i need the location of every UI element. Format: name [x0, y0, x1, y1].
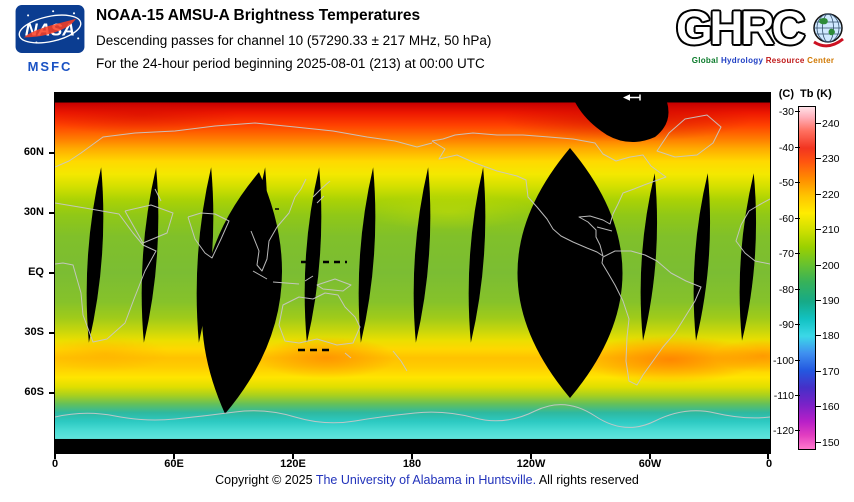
colorbar-celsius-label: -80 [756, 284, 800, 296]
colorbar [798, 106, 816, 450]
tagline-word: Resource [765, 56, 805, 65]
copyright-prefix: Copyright © 2025 [215, 473, 316, 487]
colorbar-celsius-label: -70 [756, 248, 800, 260]
colorbar-celsius-label: -40 [756, 142, 800, 154]
colorbar-celsius-label: -60 [756, 213, 800, 225]
tagline-word: Center [807, 56, 835, 65]
tagline-word: Hydrology [720, 56, 764, 65]
colorbar-kelvin-label: 240 [816, 118, 852, 130]
axis-tick [411, 453, 413, 459]
lon-tick-label: 60E [164, 458, 184, 470]
lat-tick-label: 30S [24, 326, 44, 338]
ghrc-logo: GHRC Global Hydrology Resource Center [674, 0, 852, 78]
colorbar-kelvin-label: 190 [816, 295, 852, 307]
ghrc-wordmark: GHRC [676, 1, 805, 54]
data-gap-dashes [245, 208, 347, 352]
colorbar-kelvin-label: 230 [816, 153, 852, 165]
colorbar-kelvin-label: 160 [816, 401, 852, 413]
lon-tick-label: 120W [516, 458, 546, 470]
ghrc-tagline: Global Hydrology Resource Center [674, 56, 852, 65]
colorbar-kelvin-label: 210 [816, 224, 852, 236]
lat-tick-label: EQ [28, 266, 44, 278]
lon-tick-label: 60W [638, 458, 662, 470]
colorbar-kelvin-label: 220 [816, 189, 852, 201]
axis-tick [49, 392, 55, 394]
colorbar-celsius-label: -50 [756, 177, 800, 189]
brightness-temperature-map [54, 92, 771, 454]
globe-icon [813, 13, 844, 48]
axis-tick [292, 453, 294, 459]
axis-tick [173, 453, 175, 459]
axis-tick [49, 212, 55, 214]
lat-tick-label: 60S [24, 386, 44, 398]
lon-tick-label: 180 [402, 458, 422, 470]
colorbar-kelvin-label: 170 [816, 366, 852, 378]
colorbar-celsius-label: -30 [756, 106, 800, 118]
axis-tick [530, 453, 532, 459]
data-gap-swaths [55, 93, 770, 453]
colorbar-celsius-label: -100 [756, 355, 800, 367]
colorbar-kelvin-label: 200 [816, 260, 852, 272]
axis-tick [54, 453, 56, 459]
nasa-logo: NASA MSFC [10, 5, 90, 74]
lat-tick-label: 30N [23, 206, 44, 218]
lon-tick-label: 0 [765, 458, 773, 470]
tagline-word: Global [691, 56, 719, 65]
colorbar-kelvin-unit: Tb (K) [800, 88, 832, 100]
axis-tick [49, 152, 55, 154]
axis-tick [649, 453, 651, 459]
subtitle-channel: Descending passes for channel 10 (57290.… [96, 33, 492, 48]
lat-tick-label: 60N [23, 146, 44, 158]
utc-start-arrow-icon [623, 94, 641, 101]
subtitle-period: For the 24-hour period beginning 2025-08… [96, 56, 485, 71]
header-titles: NOAA-15 AMSU-A Brightness Temperatures D… [96, 7, 491, 79]
axis-tick [767, 453, 769, 459]
copyright-footer: Copyright © 2025 The University of Alaba… [0, 473, 854, 487]
axis-tick [49, 332, 55, 334]
colorbar-kelvin-label: 150 [816, 437, 852, 449]
nasa-meatball-icon: NASA [15, 5, 85, 53]
colorbar-kelvin-label: 180 [816, 330, 852, 342]
colorbar-celsius-label: -110 [756, 390, 800, 402]
colorbar-celsius-label: -90 [756, 319, 800, 331]
msfc-label: MSFC [27, 59, 73, 74]
colorbar-celsius-unit: (C) [778, 88, 794, 100]
coastlines [55, 114, 770, 428]
copyright-suffix: All rights reserved [536, 473, 639, 487]
page-title: NOAA-15 AMSU-A Brightness Temperatures [96, 7, 421, 24]
lon-tick-label: 0 [51, 458, 59, 470]
axis-tick [49, 272, 55, 274]
lon-tick-label: 120E [280, 458, 306, 470]
colorbar-celsius-label: -120 [756, 425, 800, 437]
copyright-university: The University of Alabama in Huntsville. [315, 473, 537, 487]
map-overlay [55, 93, 770, 453]
